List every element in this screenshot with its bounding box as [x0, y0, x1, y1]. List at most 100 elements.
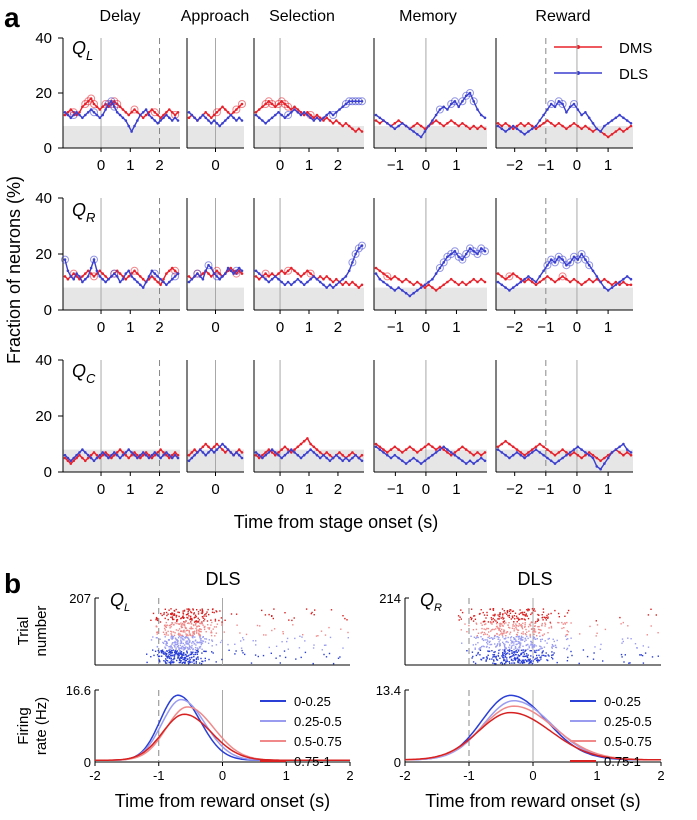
spike	[179, 657, 181, 659]
data-point-dls	[159, 119, 162, 122]
data-point-dls	[121, 277, 125, 281]
spike	[188, 647, 191, 650]
spike	[315, 635, 318, 637]
data-point-dms	[389, 448, 393, 451]
data-point-dms	[438, 122, 442, 125]
spike	[475, 623, 478, 625]
spike	[156, 637, 158, 639]
data-point-dls	[606, 289, 610, 292]
spike	[497, 652, 500, 654]
spike	[241, 649, 243, 652]
spike	[520, 637, 522, 639]
spike	[481, 627, 483, 630]
data-point-dls	[144, 108, 148, 111]
spike	[485, 646, 488, 648]
data-point-dls	[104, 108, 107, 111]
data-point-dls	[442, 261, 446, 264]
data-point-dms	[603, 133, 606, 136]
data-point-dms	[515, 275, 519, 278]
data-point-dls	[170, 277, 174, 281]
spike	[482, 621, 485, 623]
rate-max-label: 16.6	[66, 683, 91, 698]
spike	[160, 652, 163, 654]
xtick-label: −2	[506, 319, 523, 336]
spike	[488, 635, 490, 637]
spike	[531, 663, 534, 665]
spike	[488, 647, 490, 649]
data-point-dms	[618, 451, 621, 454]
spike	[344, 617, 346, 620]
spike	[171, 635, 174, 638]
xtick-label: 0	[573, 319, 581, 336]
spike	[347, 637, 349, 639]
spike	[310, 612, 312, 615]
spike	[202, 636, 204, 638]
spike	[502, 614, 504, 616]
spike	[622, 640, 624, 643]
data-point-dls	[127, 448, 130, 451]
chance-band	[63, 126, 180, 148]
data-point-dms	[150, 108, 154, 111]
spike	[508, 610, 511, 612]
data-point-dms	[508, 442, 511, 446]
spike	[515, 658, 517, 660]
spike	[489, 608, 491, 611]
spike	[304, 651, 307, 654]
data-point-dms	[622, 280, 625, 284]
spike	[504, 648, 506, 650]
spike	[161, 649, 164, 651]
data-point-dms	[404, 448, 408, 451]
spike	[194, 646, 197, 649]
spike	[524, 623, 526, 626]
data-point-dls	[527, 130, 530, 133]
data-point-dls	[318, 280, 322, 284]
spike	[216, 623, 219, 625]
spike	[522, 662, 525, 664]
spike	[504, 655, 507, 657]
rate-xtick-label: -1	[153, 768, 165, 783]
spike	[240, 647, 243, 649]
spike	[506, 659, 508, 661]
data-point-dms	[576, 453, 580, 457]
data-point-dls	[113, 105, 116, 109]
data-point-dls	[606, 456, 610, 460]
spike	[567, 656, 569, 659]
spike	[497, 638, 499, 640]
xtick-label: 0	[276, 157, 284, 174]
data-point-dls	[270, 116, 274, 120]
data-point-dls	[331, 113, 335, 117]
spike	[164, 608, 166, 610]
spike	[171, 647, 173, 650]
spike	[495, 628, 497, 630]
spike	[510, 618, 512, 620]
spike	[177, 623, 180, 625]
spike	[472, 620, 475, 622]
spike	[283, 650, 286, 652]
spike	[498, 634, 501, 636]
spike	[458, 619, 460, 621]
data-point-dms	[344, 122, 348, 125]
spike	[526, 655, 528, 657]
data-point-dms	[442, 124, 446, 128]
spike	[487, 636, 489, 639]
rate-xtick-label: 2	[346, 768, 353, 783]
spike	[479, 654, 481, 656]
spike	[196, 653, 199, 655]
data-point-dms	[107, 453, 110, 457]
data-point-dls	[584, 111, 587, 114]
spike	[530, 621, 532, 624]
spike	[342, 647, 344, 649]
spike	[482, 611, 484, 614]
data-point-dls	[257, 453, 261, 457]
data-point-dls	[139, 283, 142, 287]
spike	[170, 613, 172, 615]
spike	[189, 627, 191, 630]
spike	[321, 649, 323, 651]
spike	[501, 634, 504, 636]
spike	[461, 611, 464, 614]
spike	[504, 656, 506, 658]
data-point-dls	[193, 116, 196, 120]
spike	[163, 627, 166, 630]
spike	[538, 659, 540, 662]
spike	[166, 644, 168, 647]
